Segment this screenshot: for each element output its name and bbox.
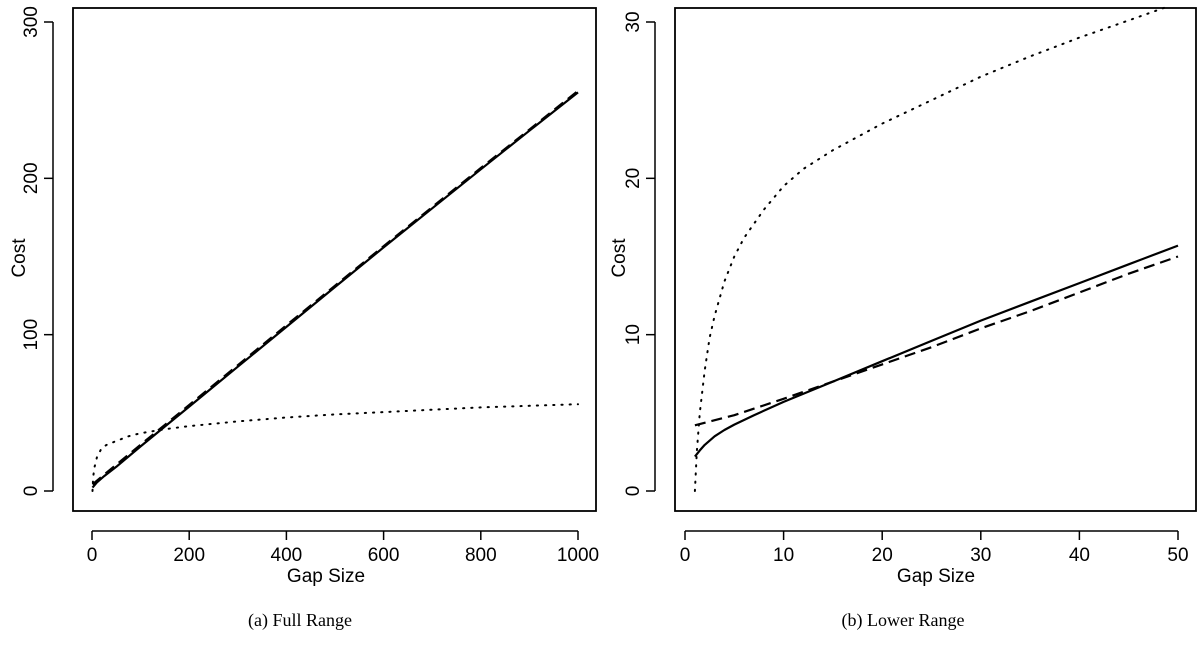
panel-caption: (a) Full Range	[248, 610, 352, 631]
x-tick-label: 10	[773, 545, 794, 566]
y-tick-label: 0	[21, 486, 42, 497]
y-tick-label: 200	[21, 162, 42, 194]
series-line-dashed	[91, 89, 579, 486]
series-line-solid	[694, 244, 1179, 458]
y-tick-label: 0	[623, 486, 644, 497]
x-axis-label: Gap Size	[897, 566, 975, 587]
x-tick-label: 400	[271, 545, 303, 566]
y-tick-label: 300	[21, 6, 42, 38]
x-axis-label: Gap Size	[287, 566, 365, 587]
series-line-solid	[91, 91, 579, 489]
y-tick-label: 100	[21, 319, 42, 351]
series-line-dotted	[91, 403, 579, 492]
y-axis-label: Cost	[9, 238, 30, 278]
x-tick-label: 50	[1167, 545, 1188, 566]
series-line-dotted	[693, 5, 1170, 492]
x-tick-label: 30	[970, 545, 991, 566]
x-tick-label: 1000	[557, 545, 599, 566]
y-tick-label: 30	[623, 11, 644, 32]
panel-caption: (b) Lower Range	[842, 610, 965, 631]
x-tick-label: 600	[368, 545, 400, 566]
x-tick-label: 800	[465, 545, 497, 566]
x-tick-label: 0	[680, 545, 691, 566]
x-tick-label: 0	[87, 545, 98, 566]
y-axis-label: Cost	[609, 238, 630, 278]
x-tick-label: 20	[872, 545, 893, 566]
plot-frame	[674, 7, 1197, 512]
x-tick-label: 40	[1069, 545, 1090, 566]
panel-full-range: 0 200 400 600 800 1000 0 100 200 300 Gap Size Cost (…	[9, 6, 599, 631]
x-tick-label: 200	[173, 545, 205, 566]
y-tick-label: 10	[623, 324, 644, 345]
y-tick-label: 20	[623, 168, 644, 189]
plot-frame	[72, 7, 597, 512]
series-line-dashed	[694, 255, 1179, 427]
